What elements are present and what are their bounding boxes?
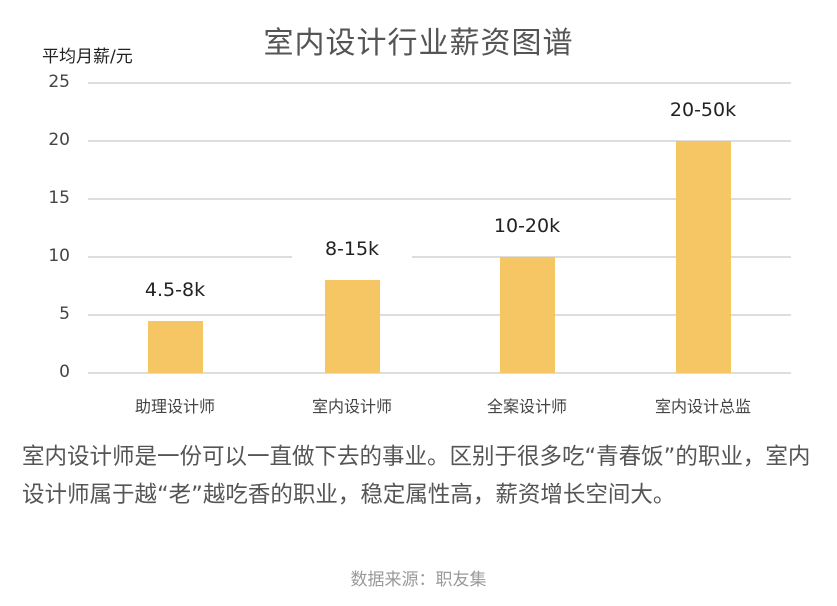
bar bbox=[148, 320, 203, 373]
y-tick-label: 10 bbox=[48, 246, 70, 266]
bar bbox=[676, 141, 731, 373]
y-tick-label: 0 bbox=[59, 362, 70, 382]
x-tick-label: 全案设计师 bbox=[486, 397, 567, 416]
y-tick-label: 25 bbox=[48, 72, 70, 92]
chart-title: 室内设计行业薪资图谱 bbox=[263, 26, 574, 61]
y-tick-label: 15 bbox=[48, 188, 70, 208]
x-tick-label: 室内设计总监 bbox=[654, 397, 751, 416]
gridline bbox=[88, 314, 791, 316]
gridline bbox=[88, 82, 791, 84]
bar bbox=[325, 280, 380, 373]
x-tick-label: 室内设计师 bbox=[311, 397, 392, 416]
gridline bbox=[88, 198, 791, 200]
gridline bbox=[88, 256, 791, 258]
y-tick-label: 5 bbox=[59, 304, 70, 324]
data-label: 10-20k bbox=[467, 215, 587, 237]
bar bbox=[500, 257, 555, 373]
source-note: 数据来源：职友集 bbox=[350, 570, 487, 590]
plot-area: 0 5 10 15 20 25 4.5-8k 助理设计师 8-15k 室内设计师 10-20k 全案设… bbox=[48, 72, 791, 416]
x-tick-label: 助理设计师 bbox=[134, 397, 215, 416]
y-axis-label: 平均月薪/元 bbox=[42, 47, 133, 67]
gridline bbox=[88, 372, 791, 374]
data-label: 20-50k bbox=[643, 99, 763, 121]
gridline bbox=[88, 140, 791, 142]
description-text: 室内设计师是一份可以一直做下去的事业。区别于很多吃“青春饭”的职业，室内设计师属… bbox=[22, 444, 811, 508]
data-label: 4.5-8k bbox=[115, 278, 235, 301]
y-tick-label: 20 bbox=[48, 130, 70, 150]
data-label: 8-15k bbox=[292, 238, 412, 261]
